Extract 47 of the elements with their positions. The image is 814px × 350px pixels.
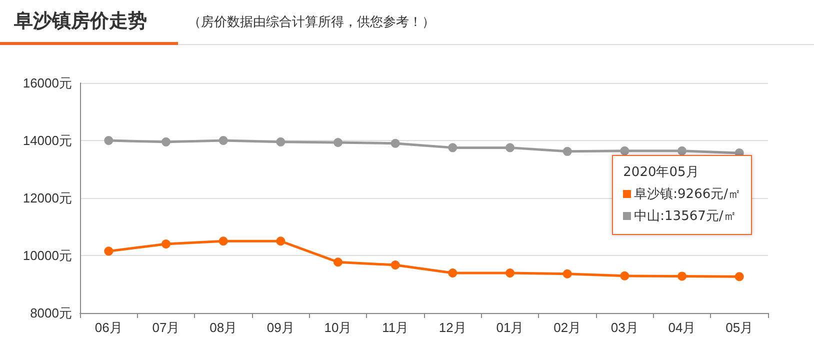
point	[390, 260, 400, 270]
point	[218, 236, 228, 246]
annotation: 2020年05月	[623, 164, 700, 182]
annotation: :9266元/㎡	[673, 187, 741, 202]
y-tick-label: 10000元	[22, 248, 72, 263]
point	[334, 258, 342, 267]
point	[562, 146, 572, 156]
x-tick-label: 06月	[94, 320, 122, 335]
point	[334, 138, 342, 148]
point	[162, 240, 170, 248]
x-tick-label: 12月	[438, 320, 466, 335]
x-tick-label: 01月	[496, 320, 524, 335]
y-tick-label: 14000元	[22, 133, 72, 148]
point	[448, 143, 458, 152]
x-tick-label: 02月	[554, 320, 582, 335]
point	[678, 272, 686, 281]
point	[734, 272, 744, 282]
x-tick-label: 03月	[610, 320, 638, 335]
annotation: :13567元/㎡	[660, 209, 736, 224]
x-tick-label: 11月	[382, 320, 409, 335]
chart-subtitle: （房价数据由综合计算所得，供您参考！）	[188, 14, 435, 31]
chart-title: 阜沙镇房价走势	[14, 9, 147, 34]
point	[678, 146, 686, 156]
point	[162, 137, 170, 146]
x-tick-label: 08月	[210, 320, 238, 335]
x-tick-label: 04月	[668, 320, 696, 335]
point	[620, 271, 630, 280]
x-tick-label: 10月	[324, 320, 352, 335]
legend-label: 中山	[634, 209, 660, 224]
x-tick-label: 07月	[152, 320, 180, 335]
y-tick-label: 16000元	[22, 76, 72, 90]
x-tick-label: 09月	[266, 320, 294, 335]
point	[562, 269, 572, 278]
point	[104, 246, 114, 256]
point	[448, 268, 458, 278]
point	[506, 143, 514, 152]
point	[506, 268, 514, 278]
y-tick-label: 8000元	[30, 306, 72, 320]
y-tick-label: 12000元	[22, 190, 72, 206]
point	[620, 146, 630, 156]
point	[276, 137, 286, 146]
point	[276, 236, 286, 246]
legend-label: 阜沙镇	[634, 187, 674, 202]
point	[390, 138, 400, 148]
point	[104, 136, 114, 145]
point	[218, 136, 228, 145]
x-tick-label: 05月	[726, 320, 754, 335]
